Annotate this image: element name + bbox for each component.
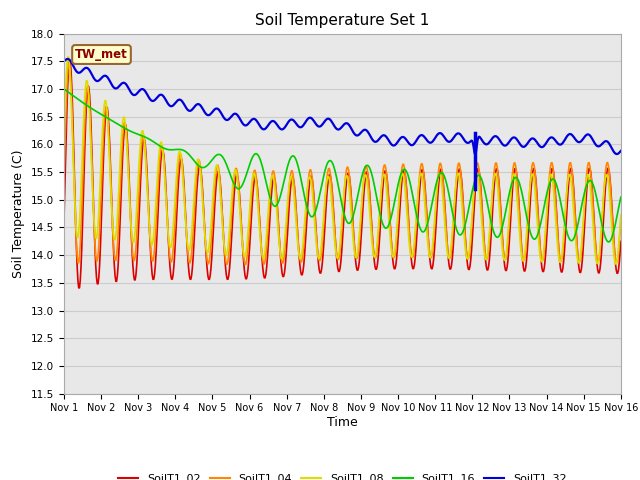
Line: SoilT1_16: SoilT1_16 — [64, 89, 621, 242]
SoilT1_04 — [568, 163, 575, 168]
Line: SoilT1_08: SoilT1_08 — [64, 57, 621, 264]
SoilT1_32 — [60, 59, 68, 64]
SoilT1_02 — [65, 57, 73, 63]
Text: TW_met: TW_met — [75, 48, 128, 61]
SoilT1_16 — [566, 237, 573, 242]
SoilT1_32 — [472, 152, 479, 157]
SoilT1_02 — [568, 166, 575, 171]
SoilT1_04 — [445, 252, 452, 257]
SoilT1_08 — [566, 174, 574, 180]
SoilT1_16 — [206, 159, 214, 165]
SoilT1_32 — [568, 132, 575, 137]
SoilT1_04 — [335, 253, 343, 259]
SoilT1_04 — [207, 242, 215, 248]
SoilT1_08 — [617, 212, 625, 218]
SoilT1_08 — [207, 224, 215, 229]
SoilT1_04 — [183, 239, 191, 244]
Line: SoilT1_32: SoilT1_32 — [64, 59, 621, 155]
Legend: SoilT1_02, SoilT1_04, SoilT1_08, SoilT1_16, SoilT1_32: SoilT1_02, SoilT1_04, SoilT1_08, SoilT1_… — [114, 469, 571, 480]
SoilT1_16 — [443, 181, 451, 187]
SoilT1_02 — [75, 285, 83, 291]
SoilT1_08 — [444, 252, 451, 257]
SoilT1_08 — [389, 254, 397, 260]
SoilT1_16 — [182, 149, 190, 155]
SoilT1_16 — [334, 180, 342, 186]
SoilT1_16 — [617, 194, 625, 200]
X-axis label: Time: Time — [327, 416, 358, 429]
SoilT1_32 — [617, 148, 625, 154]
SoilT1_16 — [388, 211, 396, 217]
SoilT1_16 — [60, 86, 68, 92]
Line: SoilT1_02: SoilT1_02 — [64, 60, 621, 288]
SoilT1_04 — [242, 262, 250, 267]
SoilT1_02 — [390, 263, 397, 268]
SoilT1_04 — [65, 60, 72, 66]
SoilT1_32 — [183, 106, 191, 112]
SoilT1_02 — [617, 239, 625, 244]
SoilT1_08 — [612, 261, 620, 267]
Title: Soil Temperature Set 1: Soil Temperature Set 1 — [255, 13, 429, 28]
SoilT1_02 — [445, 256, 452, 262]
SoilT1_08 — [183, 237, 191, 242]
SoilT1_04 — [390, 254, 397, 260]
SoilT1_08 — [335, 252, 342, 258]
SoilT1_02 — [60, 216, 68, 222]
SoilT1_04 — [60, 174, 68, 180]
SoilT1_02 — [208, 256, 216, 262]
SoilT1_32 — [335, 127, 342, 132]
SoilT1_32 — [64, 56, 72, 62]
SoilT1_02 — [184, 253, 191, 259]
SoilT1_32 — [207, 111, 215, 117]
SoilT1_08 — [60, 132, 68, 138]
SoilT1_32 — [444, 138, 451, 144]
SoilT1_02 — [335, 268, 343, 274]
SoilT1_08 — [64, 54, 72, 60]
SoilT1_04 — [617, 217, 625, 223]
SoilT1_16 — [605, 239, 612, 245]
Y-axis label: Soil Temperature (C): Soil Temperature (C) — [12, 149, 26, 278]
SoilT1_32 — [389, 143, 397, 148]
Line: SoilT1_04: SoilT1_04 — [64, 63, 621, 264]
